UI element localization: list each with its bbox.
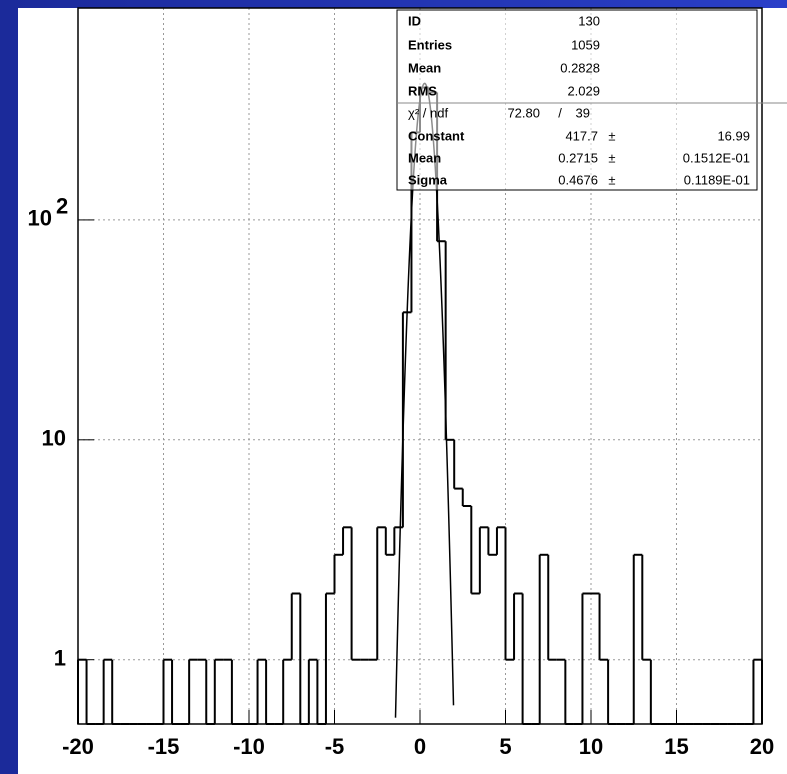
y-tick-label: 10 — [42, 426, 66, 451]
stats-label: χ² / ndf — [408, 105, 448, 120]
stats-error: 16.99 — [717, 128, 750, 143]
stats-value: 0.2715 — [558, 150, 598, 165]
x-tick-label: -20 — [62, 734, 94, 759]
stats-value: 0.2828 — [560, 60, 600, 75]
stats-value: 1059 — [571, 37, 600, 52]
stats-label: RMS — [408, 83, 437, 98]
x-tick-label: 10 — [579, 734, 603, 759]
stats-label: Constant — [408, 128, 465, 143]
x-tick-label: 20 — [750, 734, 774, 759]
stats-label: Mean — [408, 60, 441, 75]
stats-pm: ± — [608, 172, 615, 187]
stats-label: Mean — [408, 150, 441, 165]
y-tick-label: 1 — [54, 646, 66, 671]
stats-separator: / — [558, 105, 562, 120]
stats-error: 0.1189E-01 — [684, 172, 750, 187]
y-tick-exponent: 2 — [56, 194, 68, 219]
x-tick-label: 5 — [499, 734, 511, 759]
stats-value: 130 — [578, 13, 600, 28]
stats-value: 417.7 — [565, 128, 598, 143]
stats-value: 0.4676 — [558, 172, 598, 187]
stats-frame — [396, 9, 758, 191]
stats-value: 39 — [576, 105, 590, 120]
stats-label: ID — [408, 13, 421, 28]
stats-value: 72.80 — [507, 105, 540, 120]
x-tick-label: 0 — [414, 734, 426, 759]
plot-frame — [77, 7, 763, 725]
stats-error: 0.1512E-01 — [683, 150, 750, 165]
stats-pm: ± — [608, 128, 615, 143]
x-tick-label: -5 — [325, 734, 345, 759]
stats-box: ID 130 Entries 1059 Mean 0.2828 RMS 2.029 χ² / n… — [396, 9, 787, 191]
x-tick-label: -15 — [148, 734, 180, 759]
stats-pm: ± — [608, 150, 615, 165]
x-tick-label: 15 — [664, 734, 688, 759]
x-tick-label: -10 — [233, 734, 265, 759]
stats-value: 2.029 — [567, 83, 600, 98]
y-tick-label: 10 — [28, 206, 52, 231]
stats-label: Sigma — [408, 172, 448, 187]
stats-label: Entries — [408, 37, 452, 52]
